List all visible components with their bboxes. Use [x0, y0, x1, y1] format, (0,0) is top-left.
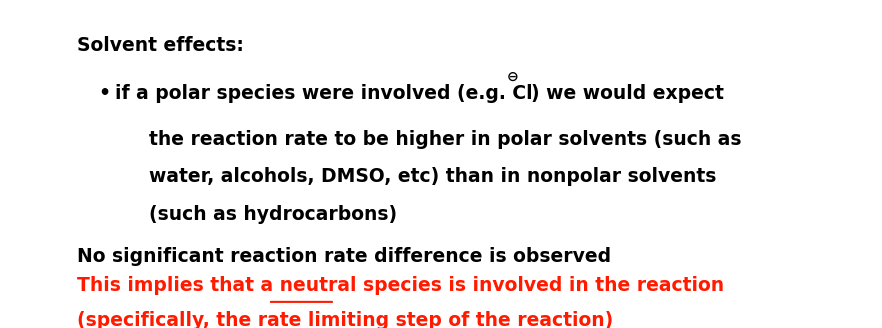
Text: (specifically, the rate limiting step of the reaction): (specifically, the rate limiting step of…	[77, 311, 613, 328]
Text: No significant reaction rate difference is observed: No significant reaction rate difference …	[77, 247, 611, 266]
Text: the reaction rate to be higher in polar solvents (such as: the reaction rate to be higher in polar …	[149, 130, 742, 149]
Text: •: •	[98, 84, 110, 103]
Text: (such as hydrocarbons): (such as hydrocarbons)	[149, 205, 398, 224]
Text: water, alcohols, DMSO, etc) than in nonpolar solvents: water, alcohols, DMSO, etc) than in nonp…	[149, 167, 717, 186]
Text: ) we would expect: ) we would expect	[531, 84, 724, 103]
Text: if a polar species were involved (e.g. Cl: if a polar species were involved (e.g. C…	[116, 84, 539, 103]
Text: if a polar species were involved (e.g. Cl: if a polar species were involved (e.g. C…	[116, 84, 533, 103]
Text: This implies that a neutral species is involved in the reaction: This implies that a neutral species is i…	[77, 277, 724, 296]
Text: ⊖: ⊖	[507, 70, 519, 84]
Text: Solvent effects:: Solvent effects:	[77, 36, 243, 55]
